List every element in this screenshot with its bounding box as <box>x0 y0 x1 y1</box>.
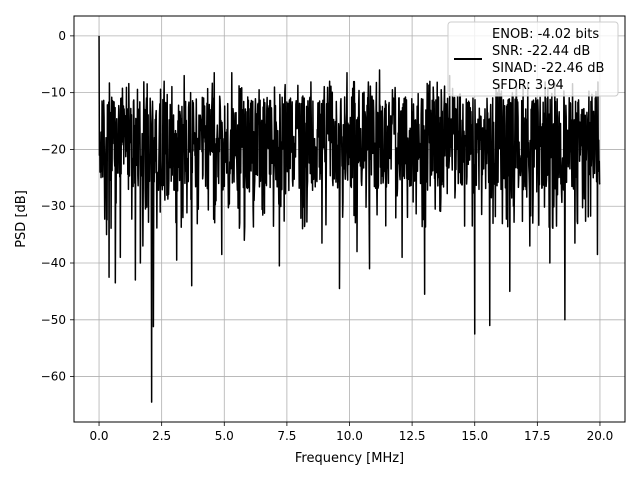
legend-line-sfdr: SFDR: 3.94 <box>492 78 564 93</box>
legend-line-snr: SNR: -22.44 dB <box>492 44 590 59</box>
y-tick-label: −20 <box>41 142 66 156</box>
legend: ENOB: -4.02 bits SNR: -22.44 dB SINAD: -… <box>447 21 619 97</box>
x-tick-label: 0.0 <box>89 429 108 443</box>
y-tick-label: −10 <box>41 86 66 100</box>
x-tick-label: 5.0 <box>215 429 234 443</box>
x-tick-label: 17.5 <box>524 429 551 443</box>
y-axis-ticks: 0 −10 −20 −30 −40 −50 −60 <box>41 29 74 384</box>
x-tick-label: 15.0 <box>461 429 488 443</box>
y-tick-label: 0 <box>58 29 66 43</box>
x-tick-label: 7.5 <box>277 429 296 443</box>
x-axis-label: Frequency [MHz] <box>295 451 404 466</box>
y-tick-label: −50 <box>41 313 66 327</box>
x-tick-label: 10.0 <box>336 429 363 443</box>
legend-line-sinad: SINAD: -22.46 dB <box>492 61 604 76</box>
x-tick-label: 2.5 <box>152 429 171 443</box>
y-tick-label: −30 <box>41 199 66 213</box>
x-tick-label: 12.5 <box>399 429 426 443</box>
x-axis-ticks: 0.0 2.5 5.0 7.5 10.0 12.5 15.0 17.5 20.0 <box>89 422 613 443</box>
y-axis-label: PSD [dB] <box>14 190 29 248</box>
legend-line-enob: ENOB: -4.02 bits <box>492 27 599 42</box>
x-tick-label: 20.0 <box>587 429 614 443</box>
y-tick-label: −60 <box>41 370 66 384</box>
legend-box <box>447 21 619 97</box>
y-tick-label: −40 <box>41 256 66 270</box>
